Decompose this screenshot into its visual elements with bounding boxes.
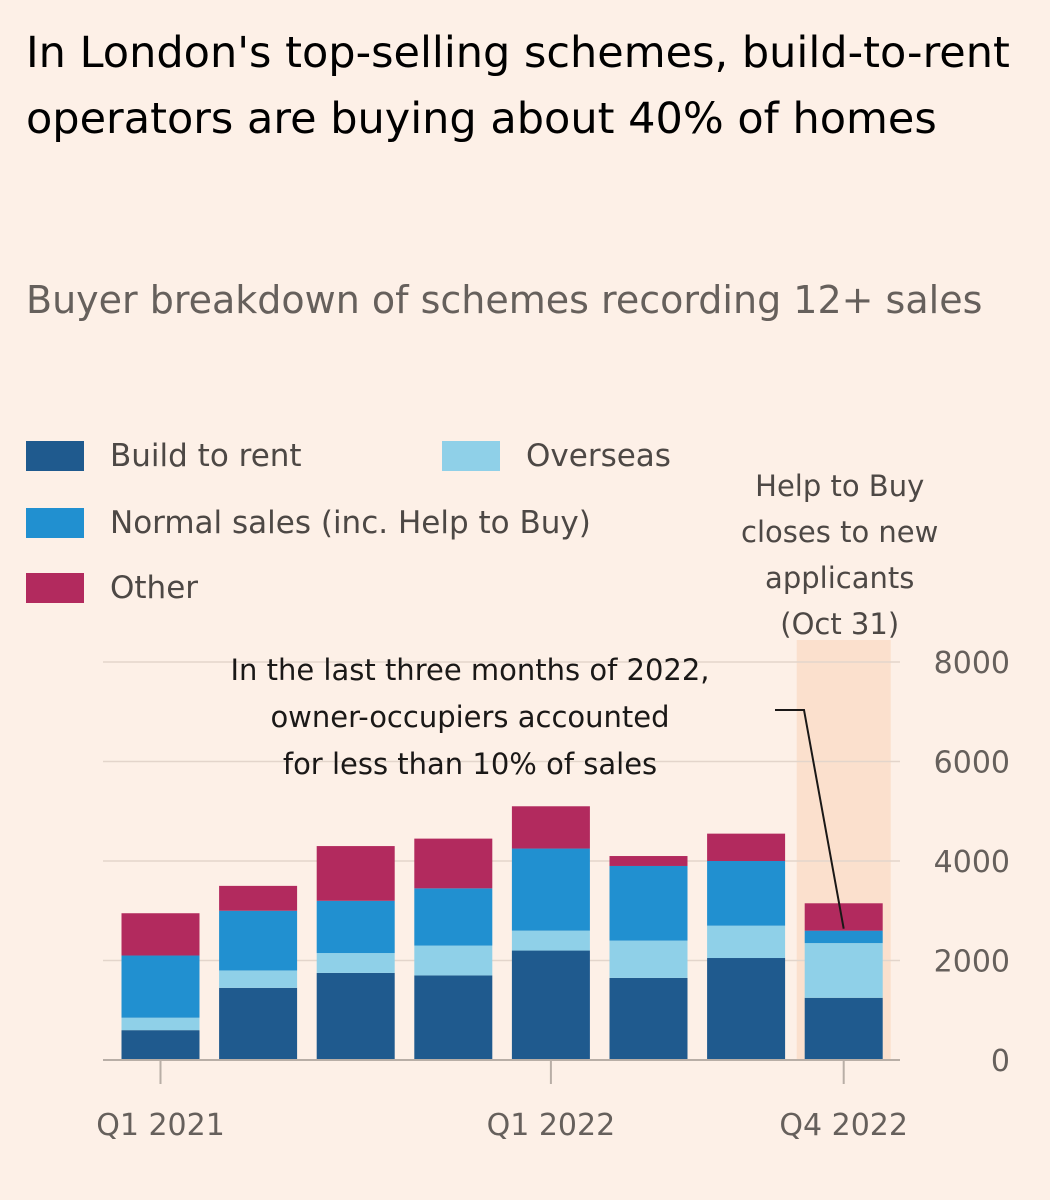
bar-segment (316, 953, 395, 973)
bar-segment (121, 955, 200, 1018)
bar-segment (414, 888, 493, 946)
annotation-text: In the last three months of 2022, owner-o… (230, 653, 709, 781)
bars-layer (121, 806, 883, 1060)
bar-segment (219, 970, 298, 988)
bar-segment (219, 987, 298, 1060)
bar-segment (609, 977, 688, 1060)
annotation-layer: In the last three months of 2022, owner-o… (230, 653, 845, 929)
bar-segment (121, 913, 200, 956)
y-tick-label: 4000 (934, 845, 1010, 880)
bar-segment (804, 930, 883, 944)
legend-item-overseas: Overseas (442, 438, 671, 474)
bar-segment (609, 856, 688, 866)
bar-segment (316, 900, 395, 954)
bar-segment (414, 975, 493, 1060)
legend-item-normal-sales: Normal sales (inc. Help to Buy) (26, 505, 591, 541)
legend-swatch-overseas (442, 441, 500, 471)
legend-label-other: Other (110, 570, 199, 606)
bar-segment (511, 930, 590, 951)
legend-label-build-to-rent: Build to rent (110, 438, 302, 474)
legend-item-build-to-rent: Build to rent (26, 438, 302, 474)
bar-segment (121, 1017, 200, 1031)
annotation-leader-line (775, 709, 845, 929)
bar-segment (414, 945, 493, 976)
chart-title: In London's top-selling schemes, build-t… (26, 28, 1010, 144)
legend-swatch-other (26, 573, 84, 603)
bar-segment (511, 806, 590, 849)
bar-segment (121, 1030, 200, 1060)
y-tick-label: 8000 (934, 646, 1010, 681)
bar-segment (511, 848, 590, 931)
y-tick-label: 0 (991, 1044, 1010, 1079)
bar-segment (316, 972, 395, 1060)
bar-segment (609, 940, 688, 978)
y-tick-label: 6000 (934, 746, 1010, 781)
bar-segment (219, 885, 298, 911)
legend-item-other: Other (26, 570, 198, 606)
bar-segment (804, 943, 883, 998)
legend-swatch-build-to-rent (26, 441, 84, 471)
bar-segment (707, 833, 786, 861)
x-tick-label: Q1 2021 (96, 1108, 225, 1143)
y-tick-label: 2000 (934, 945, 1010, 980)
chart-subtitle: Buyer breakdown of schemes recording 12+… (26, 278, 983, 322)
bar-segment (707, 861, 786, 926)
bar-segment (414, 838, 493, 889)
legend-label-overseas: Overseas (526, 438, 671, 474)
axis-layer: 0 2000 4000 6000 8000 Q1 2021 Q1 2022 Q4 2022 (96, 646, 1010, 1143)
bar-segment (804, 997, 883, 1060)
bar-segment (219, 910, 298, 971)
highlight-label: Help to Buy closes to new applicants (Oct 3… (741, 469, 938, 641)
bar-segment (707, 958, 786, 1060)
legend-label-normal-sales: Normal sales (inc. Help to Buy) (110, 505, 591, 541)
x-tick-label: Q4 2022 (779, 1108, 908, 1143)
bar-segment (609, 865, 688, 941)
bar-segment (316, 846, 395, 901)
legend-swatch-normal-sales (26, 508, 84, 538)
bar-segment (511, 950, 590, 1060)
bar-segment (707, 925, 786, 959)
x-tick-label: Q1 2022 (487, 1108, 616, 1143)
